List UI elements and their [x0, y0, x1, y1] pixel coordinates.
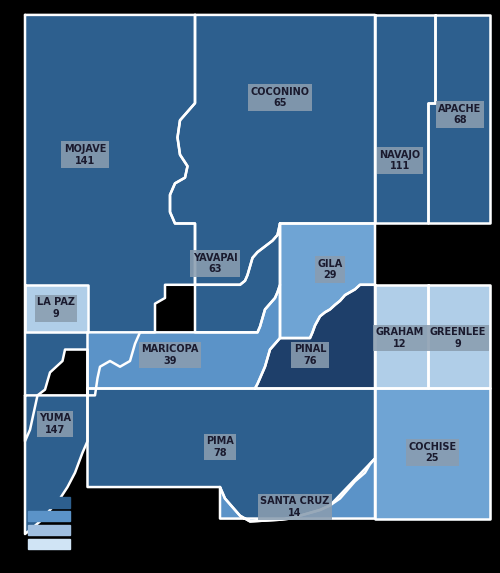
Text: YAVAPAI
63: YAVAPAI 63 [192, 253, 238, 274]
Text: NAVAJO
111: NAVAJO 111 [380, 150, 420, 171]
Text: COCHISE
25: COCHISE 25 [408, 442, 457, 464]
Polygon shape [195, 223, 280, 332]
Text: GREENLEE
9: GREENLEE 9 [430, 327, 486, 349]
Bar [28, 497, 70, 508]
Polygon shape [25, 388, 88, 534]
Text: MOJAVE
141: MOJAVE 141 [64, 144, 106, 166]
Polygon shape [375, 285, 428, 388]
Polygon shape [220, 458, 375, 521]
Text: YUMA
147: YUMA 147 [39, 413, 71, 435]
Text: APACHE
68: APACHE 68 [438, 104, 482, 125]
Polygon shape [25, 285, 88, 332]
Text: MARICOPA
39: MARICOPA 39 [142, 344, 199, 366]
Text: COCONINO
65: COCONINO 65 [250, 87, 310, 108]
Text: GILA
29: GILA 29 [318, 258, 342, 280]
Polygon shape [88, 388, 375, 521]
Polygon shape [428, 15, 490, 223]
Polygon shape [88, 285, 280, 388]
Text: LA PAZ
9: LA PAZ 9 [37, 297, 75, 319]
Polygon shape [375, 15, 435, 223]
Polygon shape [280, 223, 375, 338]
Polygon shape [25, 15, 195, 441]
Text: GRAHAM
12: GRAHAM 12 [376, 327, 424, 349]
Text: SANTA CRUZ
14: SANTA CRUZ 14 [260, 496, 330, 518]
Bar [28, 525, 70, 535]
Bar [28, 511, 70, 521]
Polygon shape [428, 285, 490, 388]
Polygon shape [255, 285, 375, 388]
Polygon shape [170, 15, 375, 285]
Bar [28, 539, 70, 549]
Text: PIMA
78: PIMA 78 [206, 436, 234, 458]
Polygon shape [375, 388, 490, 519]
Text: PINAL
76: PINAL 76 [294, 344, 326, 366]
